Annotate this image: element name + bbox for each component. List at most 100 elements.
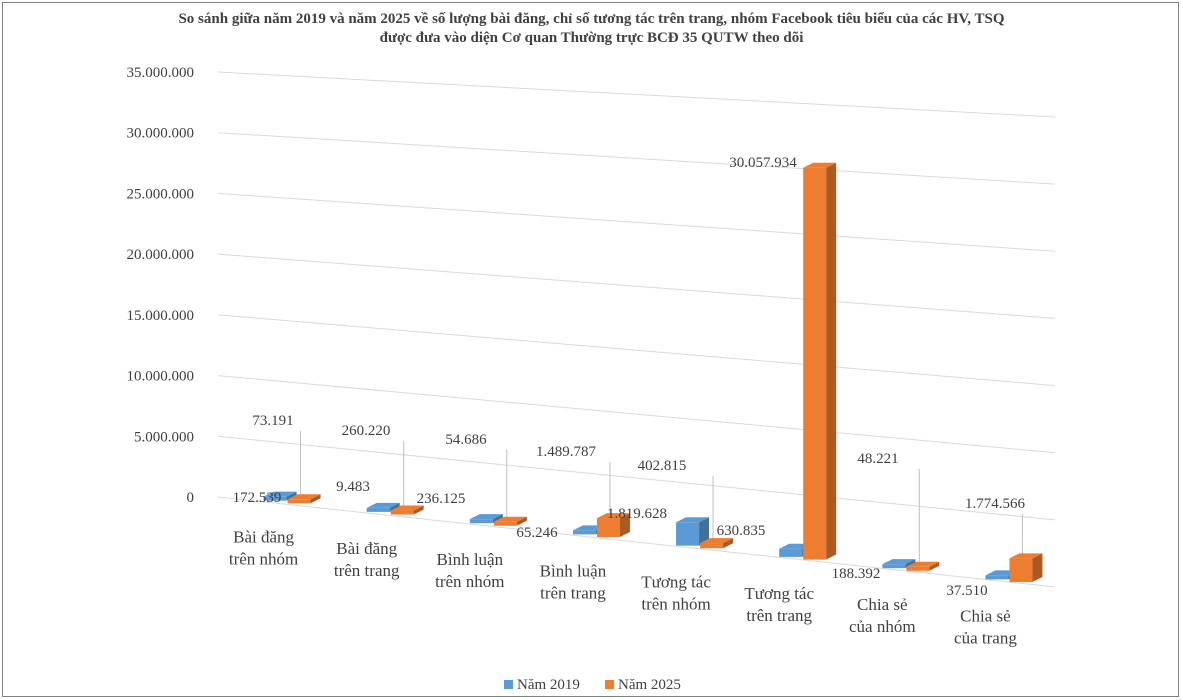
category-label: trên trang [334, 561, 400, 580]
bar-2025 [287, 499, 311, 504]
bar-side [389, 502, 400, 512]
gridline [217, 132, 1056, 185]
gridline [217, 435, 1056, 521]
bar-side [699, 517, 710, 546]
bar-2019 [572, 530, 596, 535]
bar-top [469, 514, 503, 520]
bar-side [905, 559, 916, 569]
category-label: của nhóm [849, 617, 916, 636]
data-label-2019: 236.125 [417, 491, 466, 507]
bar-2019 [263, 496, 287, 501]
data-label-2019: 172.539 [233, 490, 282, 506]
gridline [217, 496, 1056, 588]
data-label-2025: 402.815 [638, 458, 687, 474]
bar-side [826, 162, 837, 560]
bar-top [882, 559, 916, 565]
gridline [217, 253, 1056, 319]
gridline [217, 192, 1056, 252]
legend: Năm 2019 Năm 2025 [504, 677, 681, 693]
category-label: trên nhóm [641, 595, 710, 614]
data-label-2025: 30.057.934 [729, 155, 797, 171]
bar-side [516, 516, 527, 526]
bar-top [676, 517, 710, 523]
data-label-2025: 54.686 [445, 432, 487, 448]
data-label-2019: 9.483 [336, 479, 370, 495]
data-label-2025: 260.220 [342, 423, 391, 439]
bar-top [700, 538, 734, 544]
category-label: Tương tác [641, 573, 711, 592]
category-label: Bình luận [540, 561, 607, 580]
bar-side [286, 491, 297, 501]
category-label: của trang [954, 628, 1017, 647]
y-tick-label: 20.000.000 [127, 247, 195, 263]
gridline [217, 375, 1056, 454]
bar-top [366, 502, 400, 508]
y-tick-label: 35.000.000 [127, 65, 195, 81]
gridline [217, 314, 1056, 387]
category-label: trên nhóm [229, 550, 298, 569]
data-label-2019: 188.392 [832, 566, 881, 582]
bar-top [803, 162, 837, 168]
legend-label-2019: Năm 2019 [517, 677, 580, 693]
x-axis-categories: Bài đăng trên nhóm Bài đăng trên trang Bình … [229, 528, 1017, 648]
data-label-2025: 48.221 [857, 451, 898, 467]
bar-2019 [469, 519, 493, 524]
bar-side [929, 561, 940, 571]
data-label-2019: 1.819.628 [607, 506, 667, 522]
category-label: Bài đăng [336, 539, 397, 558]
data-label-2019: 37.510 [946, 583, 987, 599]
category-label: Tương tác [744, 584, 814, 603]
y-tick-label: 30.000.000 [127, 126, 195, 142]
bar-2025 [700, 543, 724, 549]
gridlines [217, 71, 1056, 588]
bar-top [390, 505, 424, 511]
label-leaders [300, 431, 1023, 568]
data-label-2025: 73.191 [252, 413, 293, 429]
bars [263, 162, 1043, 583]
bar-side [723, 538, 734, 549]
data-label-2025: 1.774.566 [965, 496, 1026, 512]
bar-top [596, 513, 630, 519]
bar-2025 [493, 521, 517, 526]
chart-title-line-2: được đưa vào diện Cơ quan Thường trực BC… [379, 30, 804, 46]
bar-side [492, 514, 503, 524]
y-tick-label: 5.000.000 [134, 429, 194, 445]
bar-2019 [366, 507, 390, 512]
chart-title-line-1: So sánh giữa năm 2019 và năm 2025 về số … [178, 11, 1005, 27]
bar-2025 [596, 518, 620, 538]
legend-swatch-2019 [504, 680, 513, 689]
chart-title: So sánh giữa năm 2019 và năm 2025 về số … [0, 10, 1183, 48]
bar-side [619, 513, 630, 538]
gridline [217, 71, 1056, 118]
category-label: trên trang [746, 606, 812, 625]
bar-top [493, 516, 527, 522]
bar-top [906, 561, 940, 567]
bar-top [1009, 553, 1043, 559]
data-label-2025: 1.489.787 [536, 444, 597, 460]
legend-swatch-2025 [605, 680, 614, 689]
bar-2019 [882, 564, 906, 569]
y-tick-label: 15.000.000 [127, 308, 195, 324]
category-label: Chia sẻ [857, 595, 908, 614]
bar-2019 [779, 548, 803, 557]
y-tick-label: 10.000.000 [127, 369, 195, 385]
category-label: trên trang [540, 583, 606, 602]
y-axis-ticks: 0 5.000.000 10.000.000 15.000.000 20.000.000… [127, 65, 195, 506]
category-label: trên nhóm [435, 572, 504, 591]
bar-top [263, 491, 297, 497]
data-label-2019: 65.246 [516, 525, 558, 541]
y-tick-label: 25.000.000 [127, 186, 195, 202]
data-label-2019: 630.835 [717, 523, 766, 539]
category-label: Chia sẻ [960, 606, 1011, 625]
y-tick-label: 0 [187, 490, 195, 506]
bar-2019 [985, 575, 1009, 580]
bar-side [310, 494, 321, 504]
bar-top [287, 494, 321, 500]
bar-2025 [390, 510, 414, 515]
bar-2025 [803, 167, 827, 560]
category-label: Bình luận [437, 550, 504, 569]
data-labels: 172.539 73.191 9.483 260.220 236.125 54.686 65… [233, 155, 1026, 599]
bar-2025 [1009, 558, 1033, 583]
